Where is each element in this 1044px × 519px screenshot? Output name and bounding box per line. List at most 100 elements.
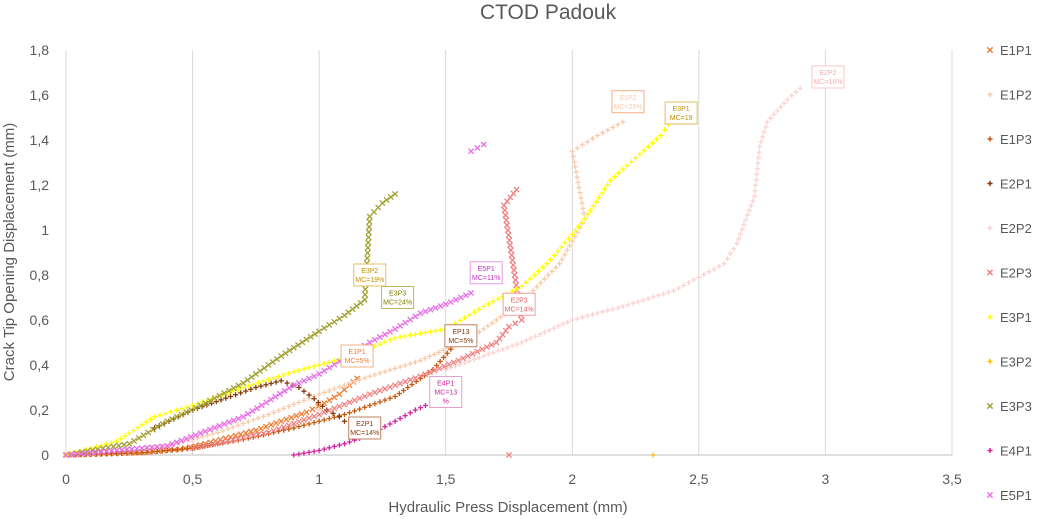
data-point — [341, 441, 348, 447]
data-point — [209, 440, 216, 448]
data-point — [471, 309, 477, 315]
annotation-callout: E5P1 MC=11% — [469, 261, 503, 285]
data-point — [298, 410, 305, 418]
data-point — [387, 367, 393, 373]
data-point — [534, 284, 540, 290]
data-point — [397, 334, 403, 340]
data-point — [512, 320, 519, 327]
data-point — [731, 245, 737, 252]
data-point — [296, 451, 302, 457]
data-point — [582, 216, 588, 222]
data-point — [476, 355, 482, 361]
data-point — [392, 325, 399, 333]
data-point — [505, 451, 513, 459]
series-e1p2 — [63, 119, 626, 458]
data-point — [407, 376, 414, 383]
legend-marker — [987, 225, 993, 231]
data-point — [250, 417, 256, 423]
data-point — [189, 438, 196, 445]
data-point — [235, 415, 242, 422]
data-point — [78, 450, 85, 457]
x-axis-title: Hydraulic Press Displacement (mm) — [388, 499, 627, 516]
data-point — [392, 393, 398, 400]
data-point — [417, 357, 423, 364]
legend-label: E5P1 — [1000, 488, 1032, 503]
data-point — [336, 414, 342, 420]
x-tick-label: 0 — [62, 471, 70, 487]
data-point — [382, 368, 388, 375]
data-point — [500, 346, 506, 352]
legend-item-e2p2: E2P2 — [987, 221, 1032, 236]
data-point — [367, 373, 373, 379]
data-point — [412, 407, 418, 413]
data-point — [576, 224, 582, 230]
data-point — [750, 198, 756, 204]
data-point — [341, 411, 348, 418]
data-point — [351, 397, 358, 404]
data-point — [336, 315, 343, 322]
data-point — [300, 416, 308, 423]
data-point — [625, 302, 631, 308]
x-tick-label: 3,5 — [942, 471, 962, 487]
data-point — [481, 326, 487, 332]
data-point — [179, 446, 186, 452]
data-point — [240, 413, 247, 420]
data-point — [123, 446, 130, 453]
data-point — [221, 421, 228, 428]
data-point — [365, 229, 372, 236]
data-point — [282, 350, 289, 357]
data-point — [545, 272, 551, 278]
data-point — [741, 222, 747, 228]
data-point — [641, 147, 647, 154]
data-point — [640, 297, 646, 303]
data-point — [164, 442, 171, 450]
data-point — [481, 353, 487, 359]
data-point — [387, 193, 394, 201]
annotation-text: E2P1 — [356, 421, 373, 428]
data-point — [225, 419, 233, 426]
y-axis-title: Crack Tip Opening Displacement (mm) — [1, 123, 18, 381]
data-point — [183, 409, 190, 416]
data-point — [220, 428, 226, 434]
data-point — [407, 361, 413, 367]
data-point — [276, 390, 284, 397]
data-point — [761, 129, 767, 135]
data-point — [250, 432, 257, 439]
data-point — [154, 423, 161, 430]
data-point — [124, 450, 130, 456]
data-point — [660, 291, 667, 297]
data-point — [372, 401, 378, 407]
data-point — [596, 194, 602, 201]
data-point — [445, 361, 452, 368]
annotation-text: MC=5% — [448, 338, 473, 345]
annotation-text: MC=14% — [505, 306, 534, 313]
data-point — [574, 145, 580, 151]
data-point — [546, 327, 552, 333]
data-point — [615, 305, 621, 311]
data-point — [162, 410, 169, 417]
data-point — [197, 430, 204, 437]
y-tick-label: 0,2 — [30, 402, 50, 418]
data-point — [739, 226, 745, 232]
data-point — [159, 448, 165, 454]
data-point — [402, 319, 409, 326]
data-point — [781, 100, 787, 106]
data-point — [567, 243, 573, 249]
data-point — [296, 424, 302, 430]
data-point — [572, 227, 579, 234]
data-point — [159, 421, 166, 428]
data-point — [336, 391, 343, 398]
data-point — [650, 294, 656, 300]
x-tick-label: 1,5 — [436, 471, 456, 487]
data-point — [223, 395, 229, 401]
data-point — [540, 264, 546, 271]
annotation-callout: E2P1 MC=14% — [348, 416, 382, 440]
data-point — [305, 375, 313, 382]
data-point — [154, 443, 161, 450]
data-point — [371, 389, 378, 396]
data-point — [397, 364, 403, 370]
data-point — [260, 378, 267, 384]
data-point — [230, 424, 236, 430]
data-point — [797, 85, 803, 91]
data-point — [397, 380, 404, 387]
